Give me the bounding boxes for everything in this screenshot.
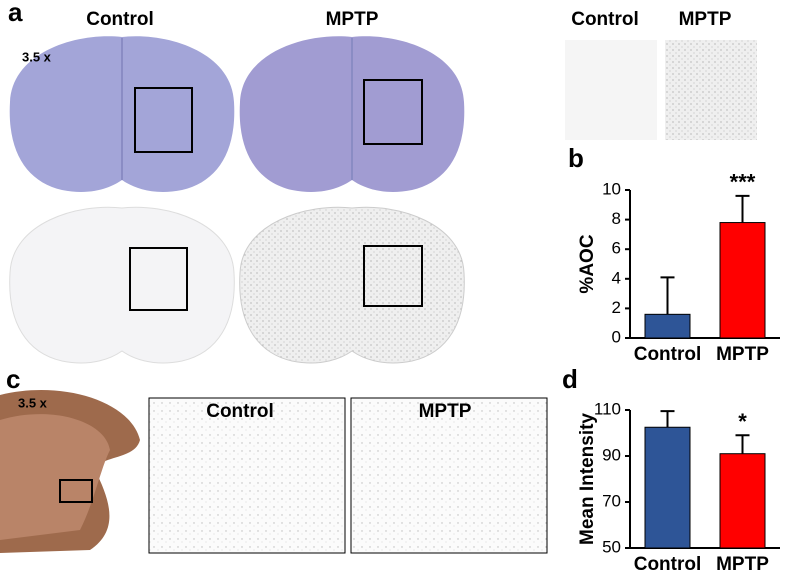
x-tick-label: Control [634, 344, 702, 365]
y-tick-label: 4 [612, 268, 621, 287]
error-bar [660, 276, 675, 315]
column-header: Control [206, 401, 274, 422]
x-tick-label: MPTP [716, 554, 769, 574]
column-header: Control [571, 9, 639, 30]
error-bar [735, 194, 750, 223]
y-tick-label: 8 [612, 209, 621, 228]
y-tick-label: 110 [594, 399, 621, 418]
micrograph [9, 36, 757, 364]
annotation: * [738, 409, 747, 434]
column-header: MPTP [679, 9, 732, 30]
panel-label: b [568, 143, 584, 173]
y-tick-label: 70 [602, 491, 621, 510]
bar [719, 222, 766, 339]
panel-label: a [8, 0, 23, 27]
y-tick-label: 2 [612, 298, 621, 317]
column-header: MPTP [326, 9, 379, 30]
micrograph [0, 390, 548, 554]
y-tick-label: 0 [612, 327, 621, 346]
magnification: 3.5 x [18, 395, 48, 410]
y-tick-label: 50 [602, 537, 621, 556]
panel-label: d [562, 364, 578, 394]
column-header: Control [86, 9, 154, 30]
bar [719, 453, 766, 549]
error-bar [735, 434, 750, 454]
y-tick-label: 6 [612, 239, 621, 258]
annotation: *** [730, 170, 756, 195]
magnification: 3.5 x [22, 49, 52, 64]
error-bar [660, 410, 675, 428]
y-axis-label: %AOC [577, 234, 598, 293]
y-tick-label: 90 [602, 445, 621, 464]
y-axis-label: Mean Intensity [577, 413, 598, 545]
y-tick-label: 10 [602, 179, 621, 198]
panel-label: c [6, 364, 20, 394]
bar [644, 313, 691, 339]
column-header: MPTP [419, 401, 472, 422]
x-tick-label: MPTP [716, 344, 769, 365]
x-tick-label: Control [634, 554, 702, 574]
bar [644, 426, 691, 549]
